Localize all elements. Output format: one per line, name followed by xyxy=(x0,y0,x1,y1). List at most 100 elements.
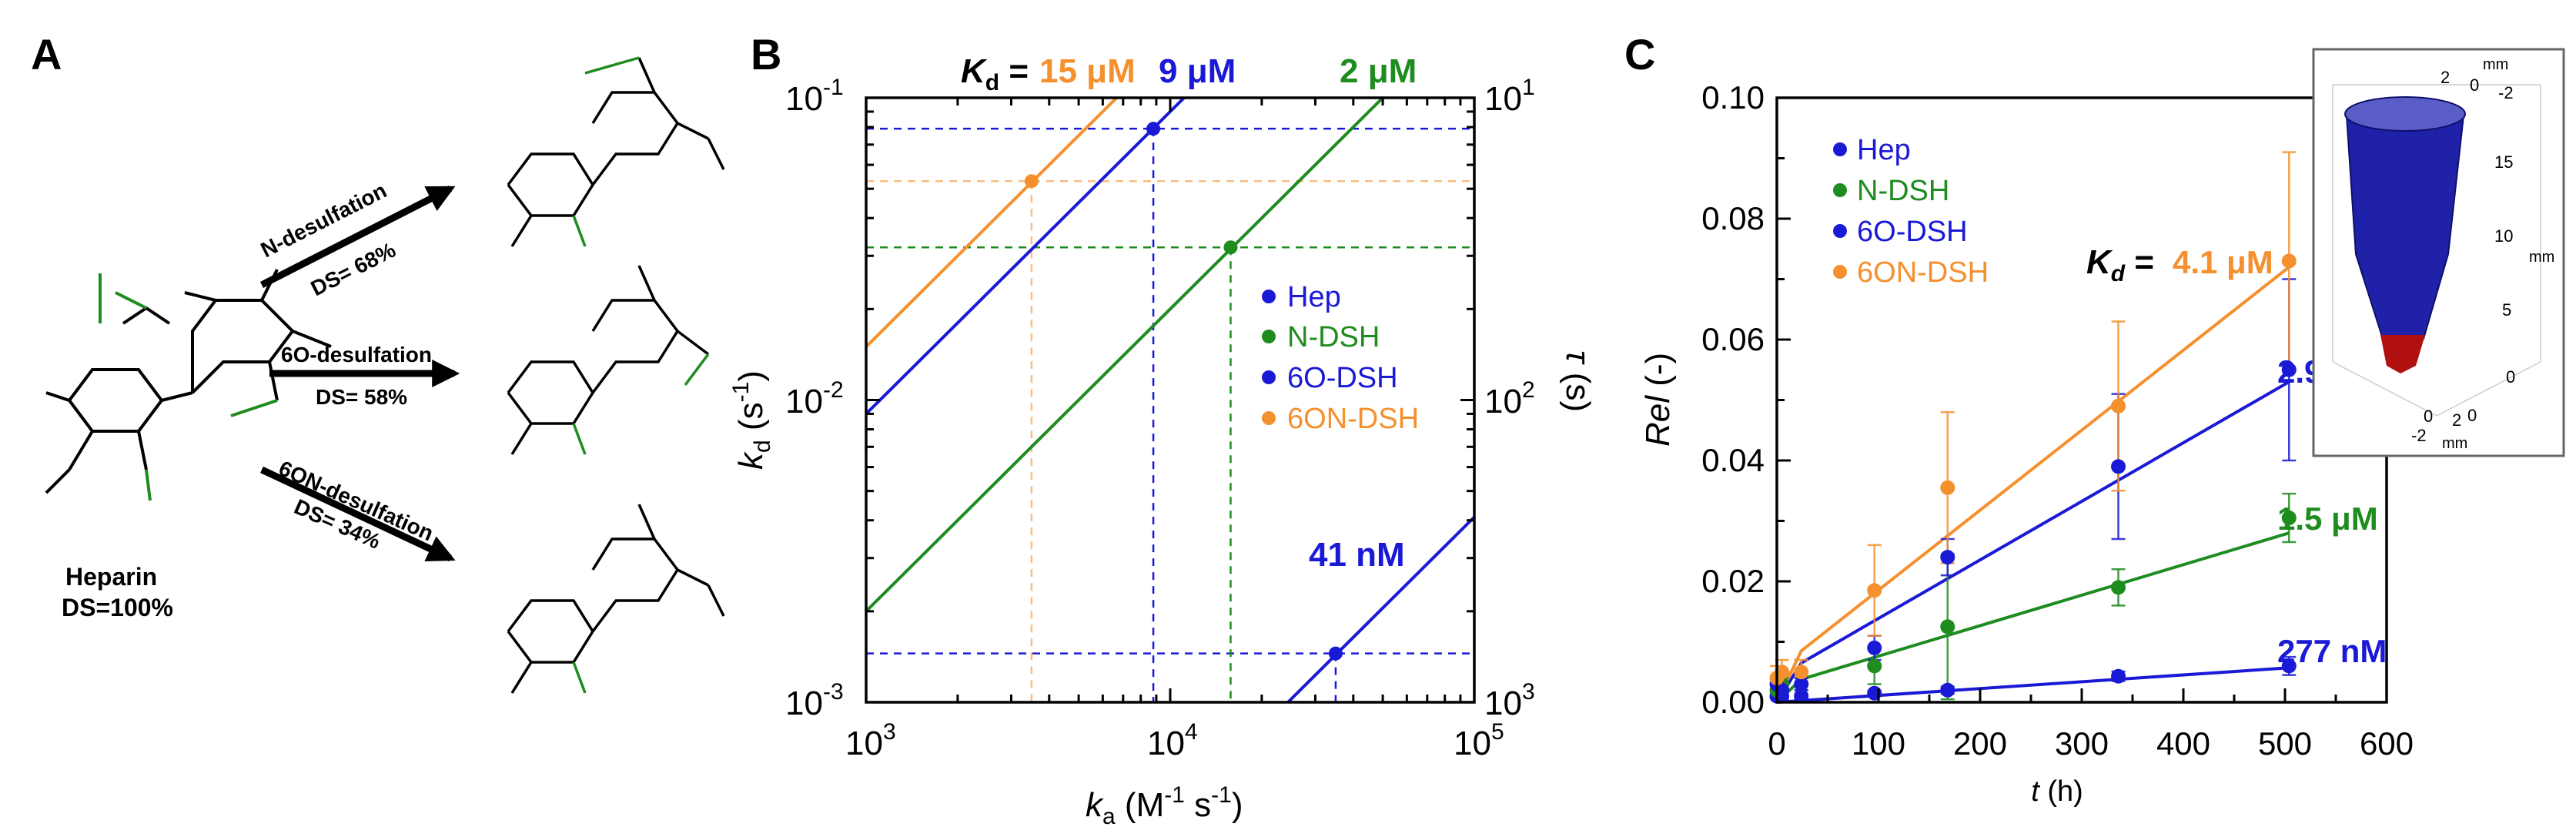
c-legend-6on-dsh: 6ON-DSH xyxy=(1857,256,1989,289)
c-error-bars xyxy=(1770,151,2297,701)
inset-top-tick-1: 0 xyxy=(2470,75,2479,95)
c-ytick-2: 0.04 xyxy=(1701,442,1765,478)
inset-bottom-tick-2: 0 xyxy=(2467,406,2477,425)
c-point-2-6 xyxy=(2281,362,2297,377)
b-ytick-0: 10-3 xyxy=(785,679,844,722)
c-point-1-3 xyxy=(1867,658,1882,674)
inset-top-tick-2: -2 xyxy=(2498,83,2514,102)
b-point-0 xyxy=(1328,646,1343,661)
panel-b: B 103 104 105 10-3 10-2 10-1 103 102 101… xyxy=(728,30,1597,829)
c-kd-label-6on: 4.1 μM xyxy=(2173,244,2273,280)
heparin-structure xyxy=(45,269,332,494)
b-ytick-1: 10-2 xyxy=(785,377,844,420)
c-point-1-4 xyxy=(1940,619,1955,634)
b-kd-label-n: 2 μM xyxy=(1340,52,1417,90)
c-ytick-0: 0.00 xyxy=(1701,684,1765,720)
b-y2tick-2: 101 xyxy=(1484,75,1535,118)
6o-desulfation-label: 6O-desulfation xyxy=(281,343,432,367)
c-inset: mm 2 0 -2 15 10 mm 5 0 2 0 0 -2 mm xyxy=(2312,48,2565,457)
inset-bottom-tick-3: -2 xyxy=(2411,426,2427,445)
c-point-0-6 xyxy=(2281,658,2297,674)
c-xtick-0: 0 xyxy=(1768,725,1785,762)
c-point-2-4 xyxy=(1940,550,1955,565)
b-legend-n-dsh: N-DSH xyxy=(1287,321,1380,353)
b-kd-label-6on: 15 μM xyxy=(1039,52,1136,90)
c-point-0-5 xyxy=(2111,668,2126,684)
c-point-3-2 xyxy=(1794,665,1809,680)
b-legend-hep: Hep xyxy=(1287,281,1341,313)
c-ytick-5: 0.10 xyxy=(1701,79,1765,116)
b-axis-ticks xyxy=(865,98,1474,704)
panel-label-c: C xyxy=(1624,30,1655,79)
c-point-2-5 xyxy=(2111,459,2126,474)
b-plot-frame xyxy=(865,96,1476,704)
c-xlabel: t (h) xyxy=(2031,775,2083,808)
c-kd-label-n: 1.5 μM xyxy=(2277,501,2378,537)
b-line-1 xyxy=(865,96,1384,613)
b-xlabel: ka (M-1 s-1) xyxy=(1086,782,1243,829)
6o-dsh-structure xyxy=(507,265,710,455)
inset-right-tick-2: 5 xyxy=(2502,300,2511,320)
c-legend: Hep N-DSH 6O-DSH 6ON-DSH xyxy=(1833,134,1989,289)
inset-units-top: mm xyxy=(2483,56,2508,73)
b-y2tick-1: 102 xyxy=(1484,377,1535,420)
b-legend-marker-hep xyxy=(1262,290,1276,303)
b-line-0 xyxy=(1286,516,1476,704)
c-fit-3 xyxy=(1775,266,2290,703)
c-ytick-1: 0.02 xyxy=(1701,563,1765,599)
heparin-ds: DS=100% xyxy=(62,594,173,621)
c-xtick-2: 200 xyxy=(1953,725,2007,762)
product-sulfate-groups xyxy=(572,56,710,694)
b-point-1 xyxy=(1223,240,1238,255)
heparin-label: Heparin xyxy=(65,563,157,591)
c-ytick-3: 0.06 xyxy=(1701,321,1765,357)
c-kd-label-hep: 277 nM xyxy=(2277,633,2387,669)
b-legend-6o-dsh: 6O-DSH xyxy=(1287,362,1398,394)
inset-electrode-top xyxy=(2344,96,2466,132)
n-dsh-structure xyxy=(507,57,725,247)
b-legend-6on-dsh: 6ON-DSH xyxy=(1287,403,1419,435)
panel-a: A Heparin DS=100% xyxy=(31,30,725,694)
heparin-sulfate-groups xyxy=(99,273,278,501)
inset-bottom-tick-1: 0 xyxy=(2424,407,2433,426)
c-point-0-4 xyxy=(1940,682,1955,698)
arrow-6on-desulfation xyxy=(260,466,456,562)
c-legend-marker-6on-dsh xyxy=(1833,265,1847,279)
b-legend-marker-n-dsh xyxy=(1262,330,1276,343)
inset-right-tick-1: 10 xyxy=(2494,226,2513,246)
c-xtick-1: 100 xyxy=(1852,725,1905,762)
c-fit-0 xyxy=(1776,666,2290,704)
b-kd-label-hep: 41 nM xyxy=(1309,536,1405,574)
b-y2label: τ (s) xyxy=(1559,350,1597,412)
c-legend-hep: Hep xyxy=(1857,134,1911,166)
b-xtick-1: 104 xyxy=(1147,719,1198,762)
c-point-2-2 xyxy=(1794,676,1809,691)
c-point-0-2 xyxy=(1794,688,1809,704)
panel-label-b: B xyxy=(751,30,781,79)
b-point-3 xyxy=(1024,174,1039,189)
c-ylabel: Rel (-) xyxy=(1639,353,1677,447)
c-axis-ticks xyxy=(1775,96,2388,704)
c-xtick-4: 400 xyxy=(2156,725,2210,762)
c-point-2-3 xyxy=(1867,640,1882,655)
inset-units-bottom: mm xyxy=(2442,435,2467,452)
inset-top-tick-0: 2 xyxy=(2441,68,2450,87)
c-point-3-1 xyxy=(1775,665,1790,680)
b-ylabel: kd (s-1) xyxy=(728,370,775,470)
c-ytick-4: 0.08 xyxy=(1701,200,1765,236)
c-kd-header: Kd = xyxy=(2086,243,2154,286)
c-fit-lines xyxy=(1775,266,2290,704)
panel-label-a: A xyxy=(31,30,62,79)
b-line-3 xyxy=(865,96,1118,348)
c-fit-1 xyxy=(1775,531,2290,704)
6o-desulfation-ds: DS= 58% xyxy=(316,385,407,409)
b-ytick-2: 10-1 xyxy=(785,75,844,118)
b-legend-marker-6o-dsh xyxy=(1262,370,1276,384)
c-legend-n-dsh: N-DSH xyxy=(1857,175,1949,207)
b-xtick-0: 103 xyxy=(845,719,896,762)
c-point-3-6 xyxy=(2281,253,2297,269)
n-desulfation-ds: DS= 68% xyxy=(307,238,400,301)
c-point-3-3 xyxy=(1867,583,1882,598)
c-xtick-5: 500 xyxy=(2258,725,2312,762)
panel-c: C 0 100 200 300 400 500 600 0.00 0.02 0.… xyxy=(1624,30,2565,808)
